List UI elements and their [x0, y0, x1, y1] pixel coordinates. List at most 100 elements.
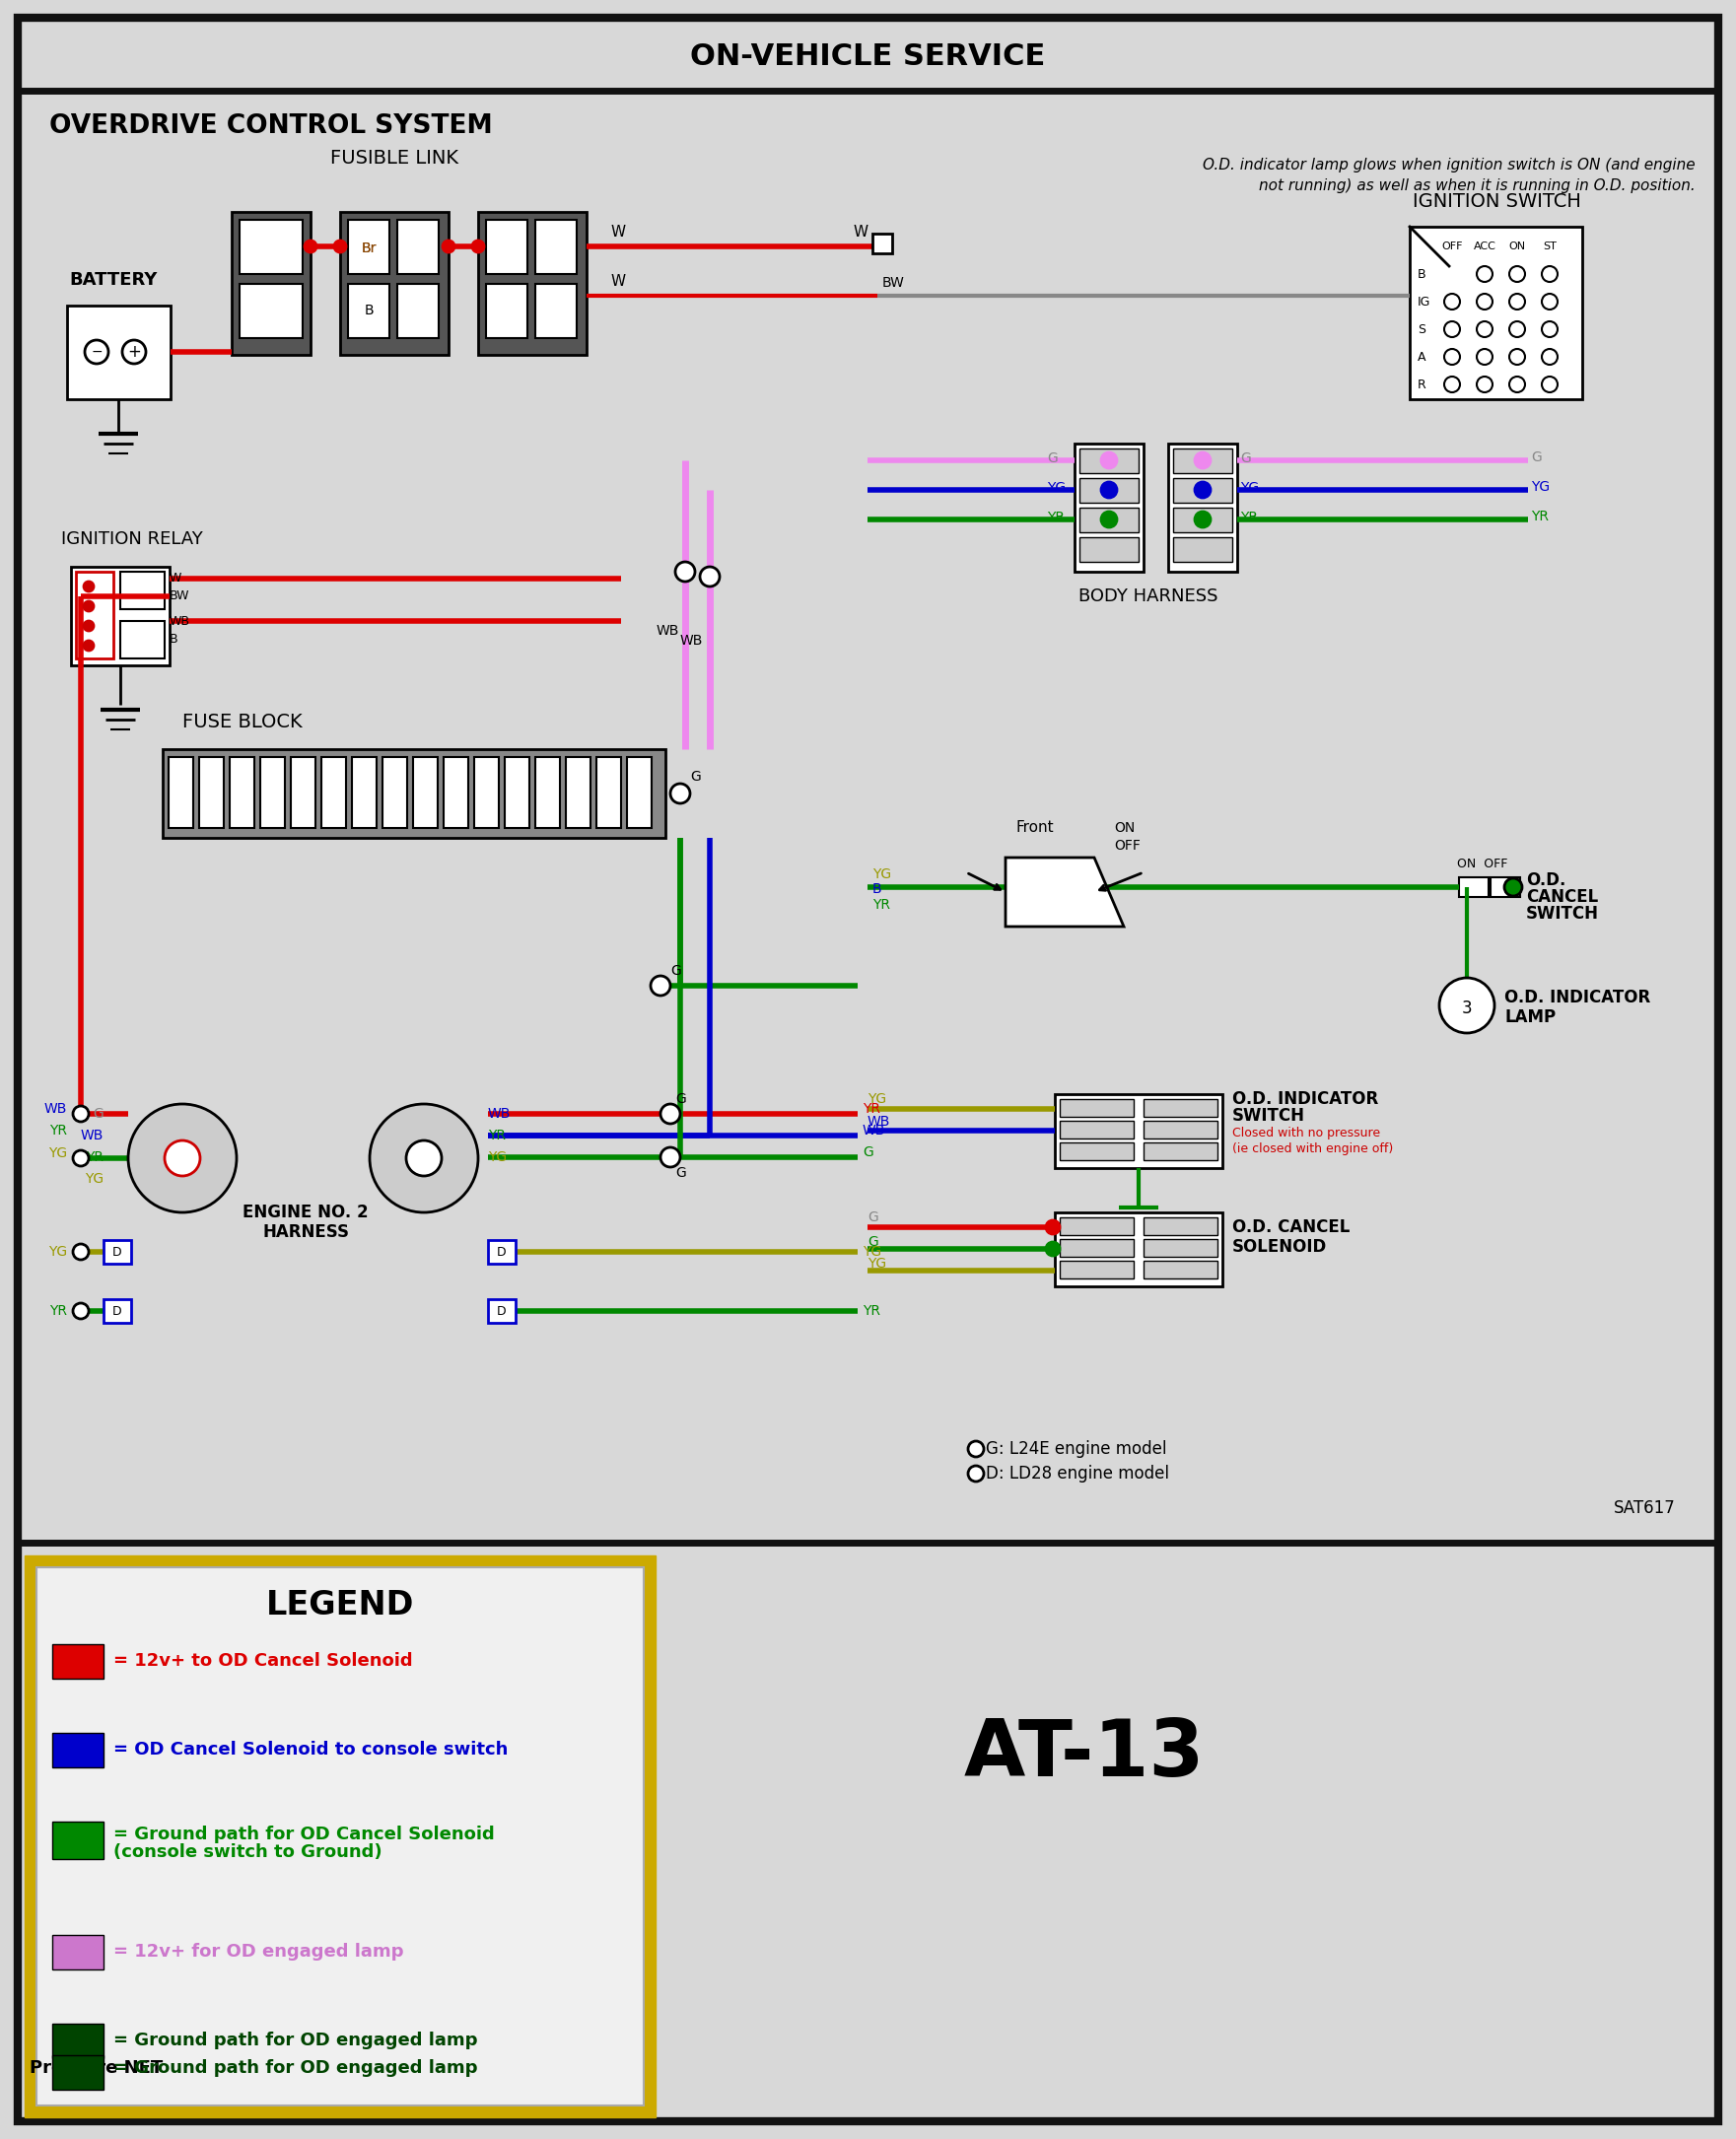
Bar: [444, 757, 469, 828]
Bar: [1174, 479, 1233, 503]
Text: YR: YR: [873, 898, 891, 911]
Bar: [413, 757, 437, 828]
Text: LEGEND: LEGEND: [266, 1589, 415, 1621]
Bar: [398, 284, 439, 338]
Text: ST: ST: [1543, 242, 1557, 252]
Text: YG: YG: [488, 1151, 507, 1164]
Bar: [398, 220, 439, 274]
Bar: [1080, 537, 1139, 563]
Bar: [200, 757, 224, 828]
Circle shape: [1477, 349, 1493, 366]
Text: YG: YG: [1240, 481, 1259, 494]
Circle shape: [472, 240, 484, 252]
Bar: [627, 757, 651, 828]
Circle shape: [1444, 321, 1460, 338]
Bar: [321, 757, 345, 828]
Text: O.D. indicator lamp glows when ignition switch is ON (and engine
not running) as: O.D. indicator lamp glows when ignition …: [1203, 158, 1696, 193]
Circle shape: [1439, 978, 1495, 1033]
Circle shape: [1509, 349, 1524, 366]
Circle shape: [670, 783, 691, 804]
Text: FUSE BLOCK: FUSE BLOCK: [182, 712, 302, 732]
Text: O.D. INDICATOR: O.D. INDICATOR: [1505, 988, 1651, 1007]
Text: (ie closed with engine off): (ie closed with engine off): [1233, 1142, 1394, 1155]
Bar: [52, 1733, 104, 1767]
Text: YG: YG: [868, 1258, 887, 1271]
Circle shape: [1542, 321, 1557, 338]
Bar: [1410, 227, 1581, 400]
Text: YR: YR: [863, 1305, 880, 1318]
Bar: [104, 1298, 132, 1322]
Bar: [535, 284, 576, 338]
Circle shape: [1101, 481, 1116, 498]
Text: −: −: [90, 344, 102, 359]
Text: LAMP: LAMP: [1505, 1007, 1555, 1027]
Circle shape: [73, 1151, 89, 1166]
Circle shape: [1045, 1243, 1059, 1256]
Text: B: B: [873, 881, 882, 896]
Bar: [566, 757, 590, 828]
Bar: [1174, 449, 1233, 473]
Bar: [168, 757, 193, 828]
Circle shape: [651, 975, 670, 995]
Bar: [104, 1241, 132, 1264]
Circle shape: [660, 1147, 681, 1168]
Text: 3: 3: [1462, 999, 1472, 1018]
Bar: [477, 212, 587, 355]
Circle shape: [1509, 265, 1524, 282]
Circle shape: [73, 1106, 89, 1121]
Circle shape: [1444, 293, 1460, 310]
Circle shape: [1505, 879, 1522, 896]
Bar: [1055, 1095, 1222, 1168]
Text: = Ground path for OD engaged lamp: = Ground path for OD engaged lamp: [113, 2032, 477, 2049]
Text: G: G: [1047, 451, 1057, 466]
Bar: [1059, 1121, 1134, 1138]
Text: AT-13: AT-13: [963, 1715, 1205, 1792]
Circle shape: [122, 340, 146, 364]
Text: OFF: OFF: [1115, 838, 1141, 853]
Bar: [120, 571, 165, 610]
Text: G: G: [670, 965, 681, 978]
Text: G: G: [675, 1166, 686, 1181]
Text: YR: YR: [49, 1123, 68, 1138]
Circle shape: [1477, 321, 1493, 338]
Bar: [873, 233, 892, 252]
Text: BATTERY: BATTERY: [69, 272, 158, 289]
Circle shape: [1194, 481, 1210, 498]
Bar: [1059, 1238, 1134, 1258]
Circle shape: [1101, 511, 1116, 528]
Bar: [1080, 479, 1139, 503]
Bar: [597, 757, 621, 828]
Bar: [1144, 1142, 1217, 1159]
Text: IGNITION RELAY: IGNITION RELAY: [61, 530, 203, 548]
Bar: [163, 749, 665, 838]
Text: G: G: [691, 770, 701, 783]
Text: G: L24E engine model: G: L24E engine model: [986, 1440, 1167, 1459]
Text: YG: YG: [1531, 479, 1550, 494]
Circle shape: [1509, 293, 1524, 310]
Text: ON: ON: [1115, 821, 1135, 834]
Text: YR: YR: [1531, 509, 1549, 524]
Bar: [1059, 1217, 1134, 1234]
Text: G: G: [1531, 451, 1542, 464]
Text: YR: YR: [863, 1102, 880, 1117]
Text: YG: YG: [49, 1147, 68, 1159]
Circle shape: [370, 1104, 477, 1213]
Bar: [1080, 449, 1139, 473]
Text: WB: WB: [863, 1123, 885, 1138]
Bar: [486, 220, 528, 274]
Bar: [52, 1645, 104, 1679]
Text: YG: YG: [868, 1093, 887, 1106]
Text: Pressure NET: Pressure NET: [30, 2060, 163, 2077]
Text: W: W: [611, 274, 627, 289]
Bar: [71, 567, 170, 665]
Text: YR: YR: [85, 1151, 104, 1164]
Text: WB: WB: [170, 614, 191, 627]
Text: SWITCH: SWITCH: [1526, 905, 1599, 922]
Bar: [1059, 1142, 1134, 1159]
Text: D: D: [113, 1245, 122, 1258]
Text: D: D: [496, 1245, 507, 1258]
Circle shape: [1509, 376, 1524, 391]
Bar: [535, 757, 561, 828]
Bar: [505, 757, 529, 828]
Text: YG: YG: [49, 1245, 68, 1258]
